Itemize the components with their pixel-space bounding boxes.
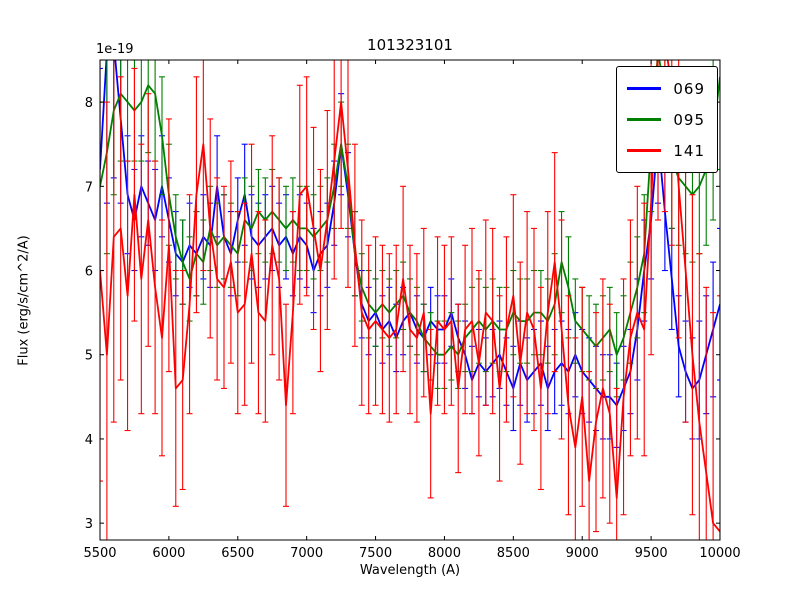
tick-marks [99,60,721,540]
y-tick-label: 8 [85,96,93,111]
y-tick-label: 6 [85,265,93,280]
legend-entry-095: 095 [627,104,705,135]
x-tick-label: 5500 [83,546,116,561]
x-tick-label: 9000 [566,546,599,561]
legend-line-sample [627,149,662,152]
legend-entry-069: 069 [627,73,705,104]
y-axis-label: Flux (erg/s/cm^2/A) [16,235,32,366]
x-tick-label: 8000 [428,546,461,561]
plot-title: 101323101 [367,36,453,54]
legend-label: 141 [673,141,705,160]
plot-data-region [100,60,720,540]
legend: 069 095 141 [616,66,718,173]
x-tick-label: 9500 [635,546,668,561]
y-tick-label: 7 [85,180,93,195]
x-tick-label: 8500 [497,546,530,561]
axes-frame [99,59,721,541]
legend-line-sample [627,87,662,90]
y-tick-label: 3 [85,517,93,532]
y-tick-label: 5 [85,349,93,364]
legend-entry-141: 141 [627,135,705,166]
series-line-141 [100,60,720,533]
x-tick-label: 10000 [699,546,740,561]
y-axis-offset-label: 1e-19 [96,42,134,57]
x-tick-label: 6500 [221,546,254,561]
x-axis-label: Wavelength (A) [359,563,461,578]
x-tick-label: 6000 [152,546,185,561]
legend-label: 069 [673,79,705,98]
legend-label: 095 [673,110,705,129]
x-tick-label: 7500 [359,546,392,561]
y-tick-label: 4 [85,433,93,448]
legend-line-sample [627,118,662,121]
x-tick-label: 7000 [290,546,323,561]
